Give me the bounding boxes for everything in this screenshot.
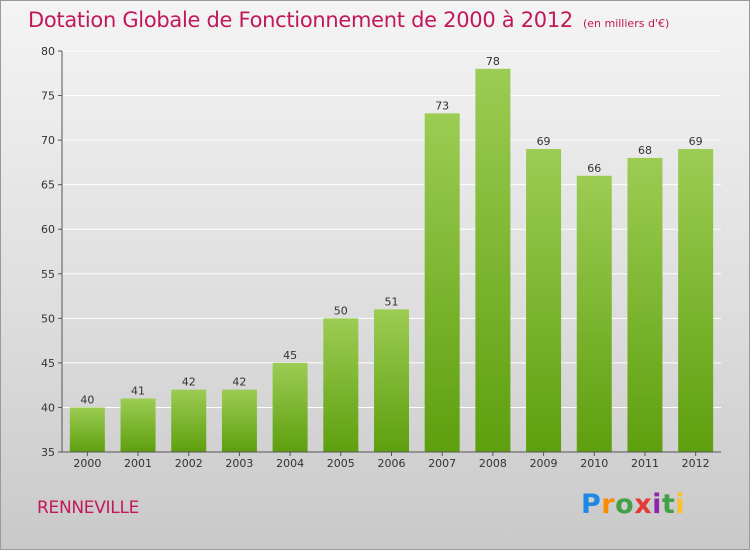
y-tick-label: 50	[41, 312, 55, 325]
bar-value-label: 45	[283, 349, 297, 362]
logo-letter: x	[634, 489, 653, 520]
bar-value-label: 42	[232, 376, 246, 389]
x-tick-label: 2002	[175, 457, 203, 470]
title-text: Dotation Globale de Fonctionnement de 20…	[28, 8, 573, 32]
bar-2011	[627, 157, 663, 452]
bar-value-label: 69	[689, 135, 703, 148]
bar-value-label: 40	[80, 393, 94, 406]
bar-value-label: 41	[131, 385, 145, 398]
logo-letter: i	[652, 489, 662, 520]
x-tick-label: 2009	[530, 457, 558, 470]
y-tick-label: 45	[41, 357, 55, 370]
bar-2006	[374, 309, 409, 452]
logo-letter: t	[661, 489, 676, 520]
bar-2000	[69, 407, 105, 452]
logo-letter: P	[581, 489, 602, 520]
logo-letter: r	[601, 489, 616, 520]
bar-2001	[120, 398, 156, 452]
chart-subtitle: (en milliers d'€)	[582, 17, 670, 30]
bar-2012	[678, 149, 714, 452]
bar-2002	[171, 389, 207, 452]
x-tick-label: 2012	[682, 457, 710, 470]
x-tick-label: 2005	[327, 457, 355, 470]
y-tick-label: 70	[41, 134, 55, 147]
x-tick-label: 2008	[479, 457, 507, 470]
bar-value-label: 78	[486, 55, 500, 68]
axes: 35 40 45 50 55 60 65 70 75 80 2000 2001 2002 2003 2004…	[41, 45, 721, 470]
x-tick-label: 2003	[225, 457, 253, 470]
x-tick-label: 2011	[631, 457, 659, 470]
x-tick-label: 2000	[73, 457, 101, 470]
bar-2003	[221, 389, 257, 452]
bar-value-label: 50	[334, 304, 348, 317]
logo-letter: i	[675, 489, 686, 520]
y-tick-label: 75	[41, 90, 55, 103]
chart-title: Dotation Globale de Fonctionnement de 20…	[28, 8, 669, 32]
y-tick-label: 65	[41, 179, 55, 192]
bar-value-label: 51	[385, 295, 399, 308]
x-tick-label: 2001	[124, 457, 152, 470]
bar-2008	[475, 68, 511, 453]
commune-name: RENNEVILLE	[37, 498, 140, 518]
bar-value-label: 73	[435, 99, 449, 112]
bar-2004	[272, 362, 308, 452]
bar-value-label: 66	[587, 162, 601, 175]
y-tick-label: 60	[41, 223, 55, 236]
bar-value-label: 69	[537, 135, 551, 148]
bar-2009	[526, 149, 562, 452]
logo-letter: o	[615, 489, 635, 520]
bars: 40 41 42 42 45 50 51 73 78 69 66 68 69	[69, 55, 714, 453]
bar-value-label: 42	[182, 376, 196, 389]
proxiti-logo: Proxiti	[581, 489, 685, 520]
y-tick-label: 40	[41, 401, 55, 414]
x-tick-label: 2010	[580, 457, 608, 470]
y-tick-label: 55	[41, 268, 55, 281]
x-tick-label: 2007	[428, 457, 456, 470]
bar-value-label: 68	[638, 144, 652, 157]
x-tick-label: 2004	[276, 457, 304, 470]
bar-2005	[323, 318, 359, 452]
bar-2007	[424, 113, 460, 452]
bar-2010	[576, 175, 612, 452]
x-tick-label: 2006	[378, 457, 406, 470]
y-tick-label: 35	[41, 446, 55, 459]
y-tick-label: 80	[41, 45, 55, 58]
